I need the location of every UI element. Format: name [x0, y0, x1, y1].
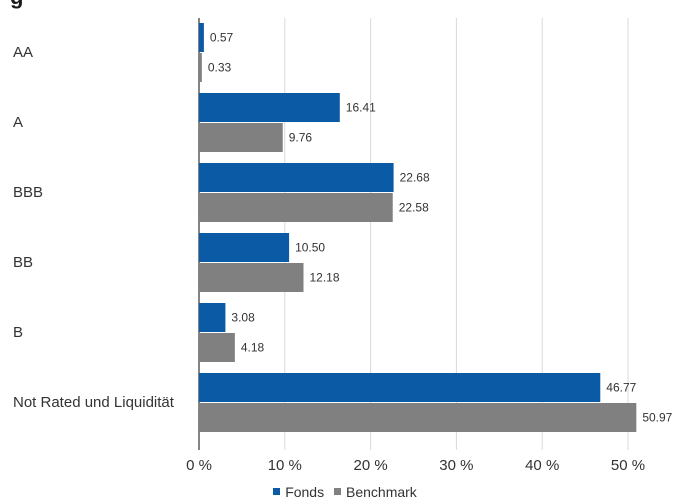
bar-fonds-bbb	[199, 163, 394, 192]
x-tick-label: 40 %	[525, 457, 559, 474]
legend-swatch-fonds	[273, 487, 281, 495]
legend-item-fonds: Fonds	[273, 484, 324, 500]
x-tick-label: 30 %	[439, 457, 473, 474]
value-label: 16.41	[346, 101, 376, 115]
category-label: BBB	[13, 184, 43, 201]
category-label: B	[13, 324, 23, 341]
chart-title-fragment: g	[10, 0, 23, 10]
legend-label-fonds: Fonds	[285, 484, 325, 500]
bars	[199, 23, 637, 432]
x-tick-label: 0 %	[186, 457, 212, 474]
bar-benchmark-bbb	[199, 193, 393, 222]
bar-fonds-bb	[199, 233, 290, 262]
category-label: A	[13, 114, 23, 131]
value-label: 50.97	[642, 411, 672, 425]
value-label: 10.50	[295, 241, 325, 255]
value-label: 22.68	[400, 171, 430, 185]
value-label: 0.33	[208, 61, 232, 75]
value-label: 4.18	[241, 341, 265, 355]
value-label: 0.57	[210, 31, 234, 45]
bar-benchmark-a	[199, 123, 283, 152]
legend-swatch-benchmark	[334, 487, 341, 495]
labels: 0 % 10 % 20 % 30 % 40 % 50 % AA 0.57 0.33 A 16.41 9…	[13, 31, 673, 475]
x-tick-label: 10 %	[268, 457, 302, 474]
bar-benchmark-aa	[199, 53, 202, 82]
category-label: BB	[13, 254, 33, 271]
legend-item-benchmark: Benchmark	[334, 484, 417, 500]
category-label: AA	[13, 44, 33, 61]
value-label: 22.58	[399, 201, 429, 215]
bar-fonds-a	[199, 93, 340, 122]
value-label: 9.76	[289, 131, 313, 145]
bar-benchmark-b	[199, 333, 235, 362]
bar-fonds-aa	[199, 23, 204, 52]
bar-fonds-not-rated-und-liquidit-t	[199, 373, 601, 402]
bar-fonds-b	[199, 303, 226, 332]
category-label: Not Rated und Liquidität	[13, 394, 175, 411]
bar-benchmark-not-rated-und-liquidit-t	[199, 403, 637, 432]
legend-label-benchmark: Benchmark	[346, 484, 417, 500]
value-label: 12.18	[310, 271, 340, 285]
x-tick-label: 20 %	[353, 457, 387, 474]
legend: Fonds Benchmark	[0, 484, 690, 500]
bar-benchmark-bb	[199, 263, 304, 292]
value-label: 46.77	[606, 381, 636, 395]
value-label: 3.08	[231, 311, 255, 325]
x-tick-label: 50 %	[611, 457, 645, 474]
